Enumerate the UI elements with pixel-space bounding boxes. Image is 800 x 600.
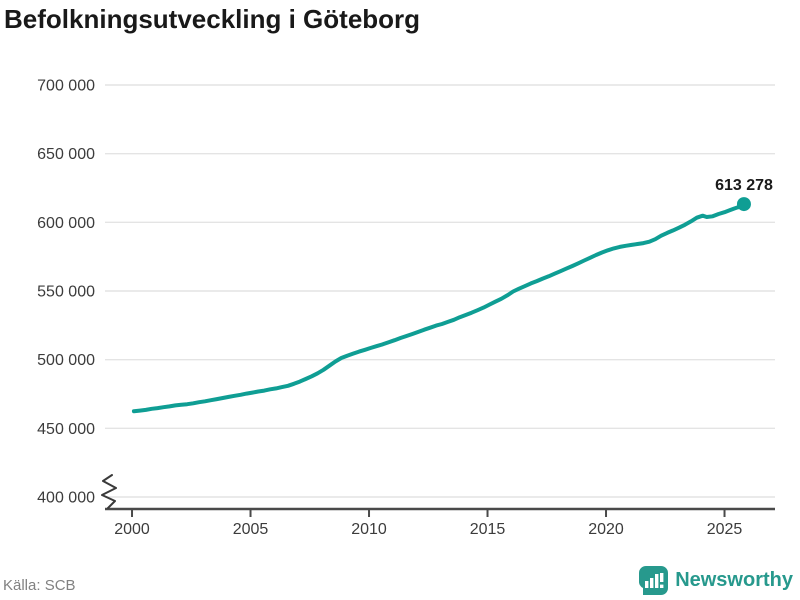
end-point-dot bbox=[736, 197, 751, 212]
y-axis-tick-label: 450 000 bbox=[37, 421, 95, 438]
x-axis-tick-label: 2025 bbox=[707, 521, 743, 538]
y-axis-tick-label: 400 000 bbox=[37, 490, 95, 507]
newsworthy-bubble-icon bbox=[639, 566, 669, 595]
page-title: Befolkningsutveckling i Göteborg bbox=[4, 4, 421, 34]
x-axis-tick-label: 2005 bbox=[233, 521, 269, 538]
y-axis-tick-label: 550 000 bbox=[37, 284, 95, 301]
newsworthy-wordmark: Newsworthy bbox=[675, 569, 793, 591]
x-axis-tick-label: 2000 bbox=[114, 521, 150, 538]
source-caption: Källa: SCB bbox=[3, 577, 76, 594]
end-value-label: 613 278 bbox=[715, 177, 773, 194]
y-axis-tick-label: 650 000 bbox=[37, 146, 95, 163]
axis-break-icon bbox=[101, 474, 117, 509]
population-line bbox=[131, 202, 746, 414]
x-axis-tick-label: 2015 bbox=[470, 521, 506, 538]
y-axis-tick-label: 600 000 bbox=[37, 215, 95, 232]
x-axis-tick-label: 2010 bbox=[351, 521, 387, 538]
y-axis-tick-label: 700 000 bbox=[37, 78, 95, 95]
x-axis-tick-label: 2020 bbox=[588, 521, 624, 538]
newsworthy-logo[interactable]: Newsworthy bbox=[639, 566, 793, 595]
y-axis-tick-label: 500 000 bbox=[37, 352, 95, 369]
